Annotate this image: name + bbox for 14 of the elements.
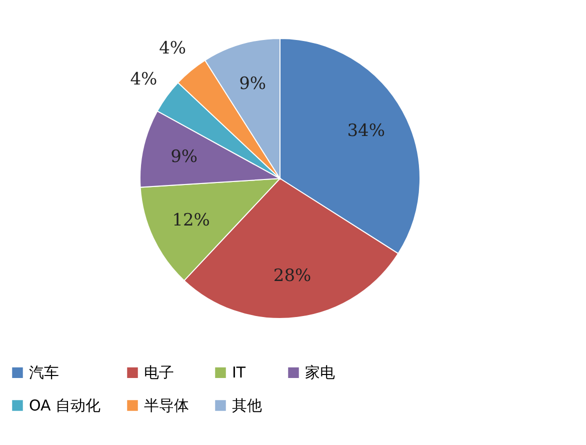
data-label: 4% xyxy=(159,38,186,59)
legend-label: 电子 xyxy=(144,364,174,382)
data-label: 9% xyxy=(239,74,266,94)
data-label: 4% xyxy=(130,69,158,90)
data-label: 28% xyxy=(273,266,312,286)
legend-label: OA 自动化 xyxy=(29,396,101,414)
legend-label: 汽车 xyxy=(29,364,59,382)
legend-label: 其他 xyxy=(232,396,262,414)
legend-label: IT xyxy=(232,364,246,382)
data-label: 34% xyxy=(347,121,386,142)
legend-label: 家电 xyxy=(305,364,335,382)
legend-label: 半导体 xyxy=(144,396,189,414)
data-label: 12% xyxy=(172,210,210,230)
data-label: 9% xyxy=(170,147,198,168)
